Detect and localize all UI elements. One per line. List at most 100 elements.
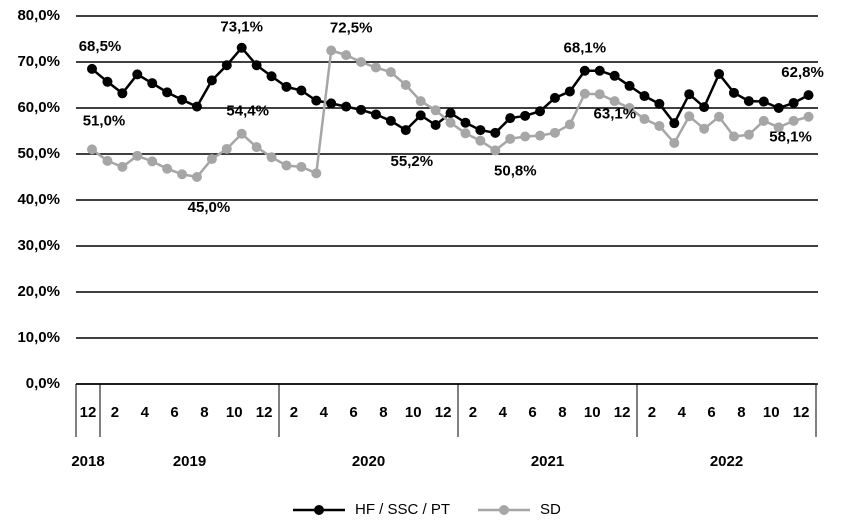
data-point <box>132 69 143 80</box>
data-point <box>505 113 516 124</box>
data-point <box>117 88 128 99</box>
x-tick-label: 8 <box>200 404 208 421</box>
data-point <box>669 118 680 129</box>
x-tick-label: 2 <box>648 404 656 421</box>
data-point <box>236 128 247 139</box>
data-point <box>460 117 471 128</box>
data-point <box>639 91 650 102</box>
data-point <box>326 98 337 109</box>
data-point <box>281 160 292 171</box>
data-label: 63,1% <box>594 106 637 123</box>
data-point <box>535 130 546 141</box>
data-point <box>370 62 381 73</box>
data-point <box>564 86 575 97</box>
data-point <box>669 137 680 148</box>
data-point <box>87 144 97 155</box>
data-point <box>221 60 232 71</box>
data-label: 54,4% <box>226 103 269 120</box>
data-point <box>356 104 367 115</box>
data-point <box>788 97 799 108</box>
data-point <box>609 70 620 81</box>
data-point <box>341 101 352 112</box>
x-tick-label: 2 <box>111 404 119 421</box>
data-point <box>773 103 784 113</box>
data-point <box>117 161 128 172</box>
data-point <box>579 65 590 76</box>
data-point <box>162 163 173 174</box>
x-tick-label: 12 <box>256 404 273 421</box>
data-point <box>400 125 411 136</box>
data-point <box>579 88 590 99</box>
data-point <box>803 111 814 122</box>
data-point <box>385 115 396 126</box>
data-point <box>147 78 158 89</box>
x-tick-label: 8 <box>737 404 745 421</box>
data-point <box>535 106 546 117</box>
x-tick-label: 2 <box>469 404 477 421</box>
x-tick-label: 12 <box>80 404 97 421</box>
x-tick-label: 6 <box>349 404 357 421</box>
data-point <box>177 169 188 180</box>
data-point <box>87 63 97 74</box>
data-point <box>699 123 710 134</box>
x-tick-label: 6 <box>528 404 536 421</box>
data-point <box>758 115 769 126</box>
data-point <box>236 42 247 53</box>
data-point <box>191 101 202 112</box>
x-tick-label: 12 <box>793 404 810 421</box>
data-point <box>430 105 441 116</box>
x-tick-label: 6 <box>707 404 715 421</box>
data-point <box>699 102 710 113</box>
data-point <box>281 81 292 92</box>
year-label: 2022 <box>710 453 743 470</box>
data-point <box>415 110 426 121</box>
y-tick-label: 20,0% <box>17 283 60 300</box>
data-point <box>743 129 754 140</box>
data-point <box>624 103 635 113</box>
year-label: 2021 <box>531 453 564 470</box>
data-point <box>714 68 725 79</box>
data-point <box>684 111 695 122</box>
x-tick-label: 4 <box>141 404 150 421</box>
x-tick-label: 4 <box>678 404 687 421</box>
data-point <box>356 57 367 67</box>
data-point <box>341 50 352 61</box>
data-point <box>311 95 322 106</box>
data-point <box>445 108 456 119</box>
data-point <box>147 156 158 167</box>
data-point <box>594 65 605 76</box>
data-label: 45,0% <box>188 199 231 216</box>
data-label: 72,5% <box>330 19 373 36</box>
data-point <box>296 85 307 96</box>
data-point <box>758 96 769 107</box>
x-tick-label: 8 <box>558 404 566 421</box>
data-point <box>490 145 501 156</box>
data-point <box>266 71 277 82</box>
data-point <box>445 117 456 128</box>
data-point <box>266 152 277 163</box>
y-tick-label: 0,0% <box>26 375 60 392</box>
data-point <box>520 110 531 121</box>
data-point <box>102 76 113 87</box>
x-tick-label: 10 <box>763 404 780 421</box>
data-point <box>206 154 217 165</box>
y-tick-label: 70,0% <box>17 53 60 70</box>
x-tick-label: 10 <box>405 404 422 421</box>
y-tick-label: 80,0% <box>17 7 60 24</box>
data-point <box>549 92 560 103</box>
data-point <box>177 94 188 105</box>
data-point <box>370 109 381 120</box>
data-point <box>326 45 337 56</box>
legend-marker <box>499 505 509 515</box>
x-tick-label: 10 <box>584 404 601 421</box>
x-tick-label: 12 <box>435 404 452 421</box>
data-point <box>743 96 754 107</box>
data-point <box>728 131 739 142</box>
data-label: 73,1% <box>220 19 263 36</box>
data-point <box>624 80 635 91</box>
y-tick-label: 10,0% <box>17 329 60 346</box>
x-tick-label: 4 <box>320 404 329 421</box>
y-tick-label: 50,0% <box>17 145 60 162</box>
data-point <box>684 89 695 100</box>
